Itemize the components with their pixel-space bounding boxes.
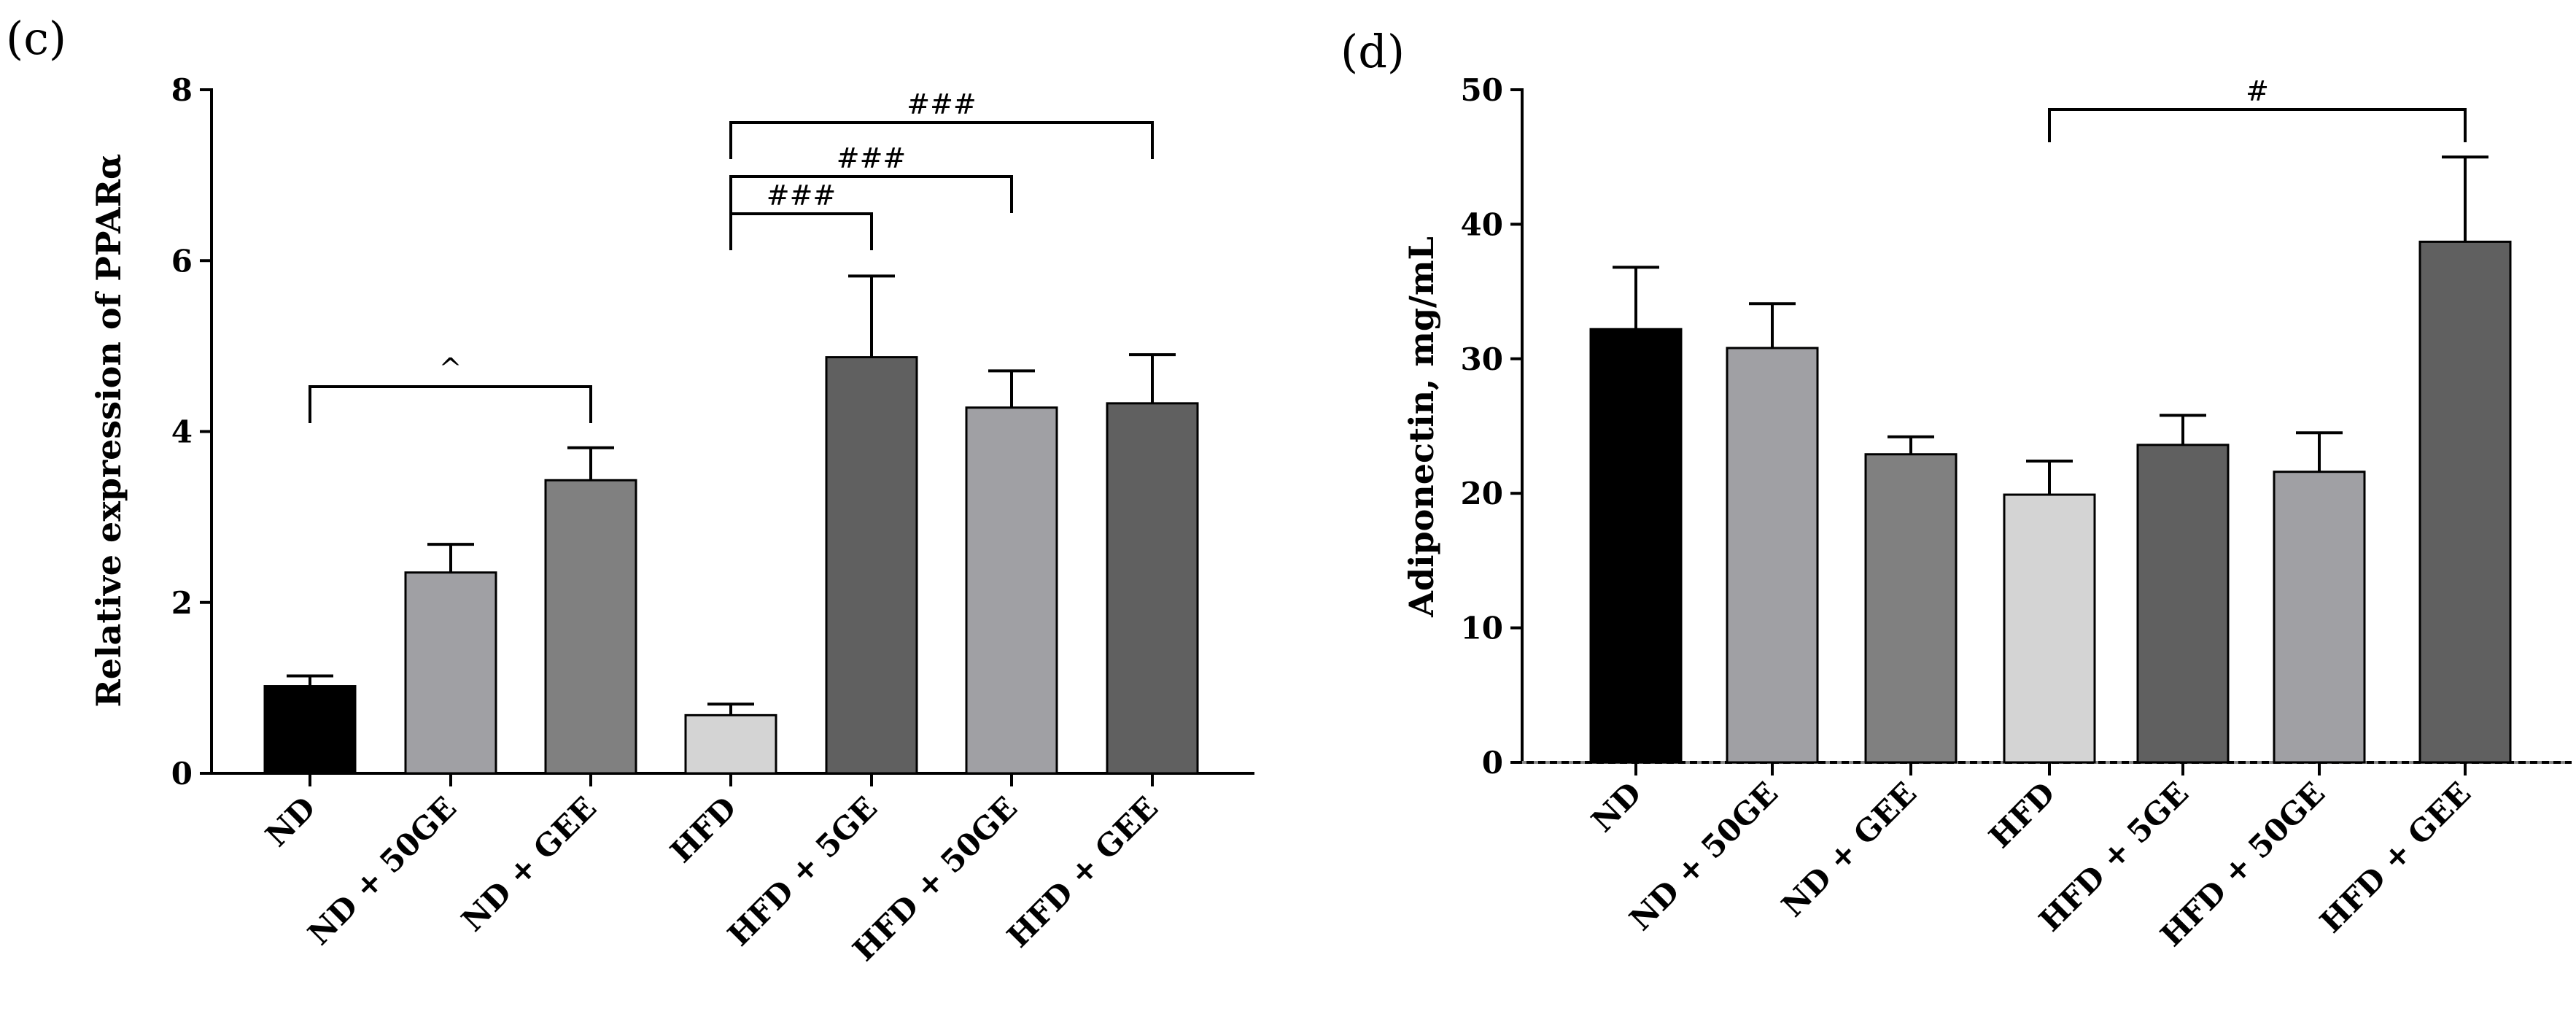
panel-d-y-tick-label: 30 bbox=[1461, 341, 1503, 377]
panel-d-x-tick-label-6: HFD + GEE bbox=[2313, 775, 2478, 940]
panel-d-y-tick-label: 10 bbox=[1461, 611, 1503, 646]
panel-d-bar-5 bbox=[2273, 471, 2366, 764]
panel-c-y-tick-label: 4 bbox=[171, 414, 193, 450]
panel-c-significance-bracket-3 bbox=[729, 121, 1154, 159]
panel-c-x-tick-label-1: ND + 50GE bbox=[301, 789, 463, 951]
panel-d-bar-3 bbox=[2003, 493, 2096, 764]
panel-c-y-tick-label: 2 bbox=[171, 585, 193, 621]
panel-d-x-tick-label-3: HFD bbox=[1982, 775, 2063, 855]
panel-d-bar-0 bbox=[1589, 328, 1683, 764]
panel-c-chart: (c) Relative expression of PPARα 0 2 4 6 8 ND… bbox=[6, 12, 1254, 968]
panel-c-significance-label-2: ### bbox=[837, 142, 907, 174]
panel-c-y-tick-label: 8 bbox=[171, 72, 193, 108]
panel-d-y-tick-label: 20 bbox=[1461, 476, 1503, 511]
panel-d-y-tick-label: 50 bbox=[1461, 72, 1503, 108]
panel-c-label: (c) bbox=[6, 12, 66, 65]
panel-d-bar-4 bbox=[2136, 444, 2230, 764]
panel-c-significance-bracket-0 bbox=[309, 385, 592, 423]
panel-d-x-tick-label-2: ND + GEE bbox=[1774, 775, 1923, 924]
panel-c-x-tick-label-6: HFD + GEE bbox=[1000, 789, 1165, 954]
panel-d-x-tick-label-0: ND bbox=[1585, 775, 1649, 839]
panel-c-significance-label-1: ### bbox=[767, 179, 837, 212]
panel-c-y-axis-title: Relative expression of PPARα bbox=[89, 154, 128, 708]
panel-d-y-tick-label: 0 bbox=[1482, 745, 1503, 781]
panel-d-significance-bracket-0 bbox=[2048, 108, 2467, 142]
panel-d-y-axis-title: Adiponectin, mg/mL bbox=[1402, 236, 1441, 618]
panel-c-bar-6 bbox=[1106, 402, 1199, 775]
panel-c-significance-label-3: ### bbox=[907, 88, 977, 120]
panel-c-x-tick-label-0: ND bbox=[259, 789, 323, 854]
panel-d-significance-label-0: # bbox=[2246, 75, 2269, 107]
panel-c-x-tick-label-2: ND + GEE bbox=[454, 789, 603, 938]
panel-d-bar-6 bbox=[2418, 240, 2512, 764]
panel-c-bar-2 bbox=[544, 479, 637, 775]
panel-c-bar-0 bbox=[263, 685, 357, 775]
panel-c-significance-label-0: ^ bbox=[439, 352, 462, 384]
panel-d-bar-1 bbox=[1726, 347, 1819, 764]
panel-c-bar-5 bbox=[965, 406, 1058, 775]
panel-d-y-tick-label: 40 bbox=[1461, 206, 1503, 242]
panel-c-x-tick-label-3: HFD bbox=[664, 789, 744, 870]
panel-c-significance-bracket-1 bbox=[729, 212, 873, 250]
panel-d-bar-2 bbox=[1864, 453, 1958, 764]
panel-d-chart: (d) Adiponectin, mg/mL 0 10 20 30 40 50 ND ND +… bbox=[1341, 25, 2572, 954]
panel-c-bar-4 bbox=[825, 356, 918, 775]
panel-c-bar-3 bbox=[684, 713, 777, 775]
panel-c-y-tick-label: 6 bbox=[171, 243, 193, 279]
panel-c-bar-1 bbox=[404, 571, 497, 775]
panel-c-y-tick-label: 0 bbox=[171, 756, 193, 792]
panel-d-label: (d) bbox=[1341, 25, 1405, 78]
panel-c-significance-bracket-2 bbox=[729, 175, 1013, 213]
